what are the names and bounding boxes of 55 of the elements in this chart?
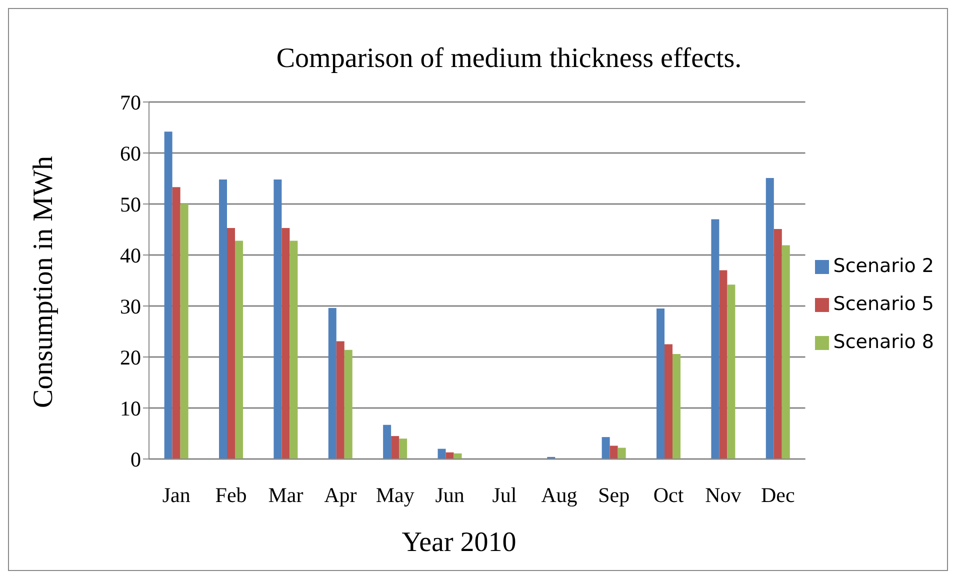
bar: [336, 341, 344, 459]
bar: [656, 308, 665, 459]
bar: [618, 448, 626, 459]
bar: [782, 245, 790, 459]
bar: [766, 178, 774, 459]
bar: [172, 187, 180, 459]
bar: [664, 344, 673, 459]
x-tick-label: Feb: [215, 482, 247, 507]
bar: [438, 448, 446, 459]
y-tick-label: 70: [120, 90, 141, 114]
y-tick-label: 0: [130, 447, 141, 472]
x-tick-label: Mar: [268, 482, 304, 507]
x-axis-title: Year 2010: [400, 527, 518, 559]
x-tick-label: Sep: [598, 482, 630, 507]
y-tick-label: 20: [120, 345, 141, 370]
y-tick-label: 40: [120, 243, 141, 268]
bar: [774, 228, 782, 459]
bar: [274, 180, 282, 459]
bar: [391, 436, 400, 459]
x-tick-label: Jul: [492, 482, 517, 507]
chart-title: Comparison of medium thickness effects.: [275, 43, 743, 75]
x-tick-label: Aug: [541, 482, 578, 507]
bar: [727, 284, 736, 459]
y-tick-label: 30: [120, 294, 141, 318]
bar: [282, 228, 290, 459]
y-tick-label: 50: [120, 192, 141, 216]
bar: [344, 350, 352, 459]
bar: [227, 228, 235, 459]
bar: [446, 452, 454, 459]
x-tick-label: Oct: [653, 482, 684, 507]
x-tick-label: Jun: [435, 482, 465, 507]
bar: [164, 132, 172, 459]
bar: [672, 354, 681, 459]
bar: [180, 204, 188, 459]
bar: [290, 240, 298, 459]
legend-label: Scenario 5: [833, 293, 934, 315]
legend-label: Scenario 2: [833, 255, 934, 277]
bar: [399, 438, 408, 459]
x-tick-label: Dec: [761, 482, 795, 507]
x-tick-label: Apr: [324, 482, 357, 507]
bar: [602, 437, 610, 459]
bar: [219, 180, 227, 459]
bar: [235, 240, 243, 459]
bar: [383, 424, 392, 459]
x-tick-label: May: [376, 482, 415, 507]
bar: [610, 446, 618, 459]
bar: [719, 270, 728, 459]
bar: [711, 219, 720, 459]
y-axis-title: Consumption in MWh: [28, 155, 60, 408]
bar: [328, 308, 336, 459]
x-tick-label: Nov: [705, 482, 742, 507]
x-tick-label: Jan: [162, 482, 191, 507]
y-tick-label: 60: [120, 141, 141, 166]
legend-label: Scenario 8: [833, 331, 934, 353]
y-tick-label: 10: [120, 396, 141, 420]
